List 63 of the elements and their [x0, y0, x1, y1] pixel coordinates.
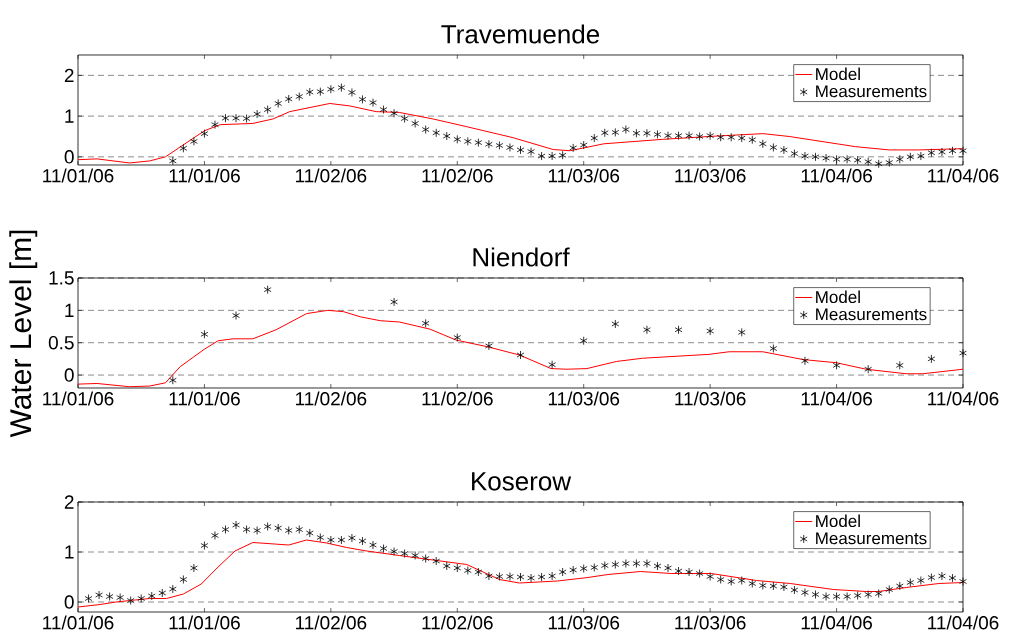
point [895, 360, 904, 370]
x-tick-label: 11/03/06 [548, 168, 620, 183]
point [579, 336, 588, 346]
legend-label: Model [816, 290, 860, 304]
point [801, 356, 809, 366]
point [643, 325, 651, 335]
x-tick-label: 11/03/06 [548, 391, 620, 406]
point [864, 364, 873, 374]
chart-title: Niendorf [473, 247, 570, 267]
x-tick-label: 11/02/06 [422, 615, 493, 630]
x-tick-label: 11/03/06 [548, 615, 620, 630]
point [706, 326, 715, 336]
x-tick-label: 11/01/06 [169, 391, 240, 406]
y-tick-label: 1.5 [49, 271, 74, 285]
x-tick-label: 11/01/06 [43, 168, 114, 183]
legend-label: Measurements [816, 308, 927, 321]
x-tick-label: 11/01/06 [43, 391, 114, 406]
point [737, 327, 746, 337]
point [959, 348, 967, 358]
point [390, 297, 398, 307]
x-tick-label: 11/04/06 [928, 168, 999, 183]
x-tick-label: 11/04/06 [801, 391, 873, 406]
x-tick-label: 11/02/06 [296, 615, 367, 630]
y-axis-title: Water Level [m] [9, 230, 38, 438]
y-tick-label: 1 [65, 109, 74, 123]
point [421, 318, 430, 328]
x-tick-label: 11/01/06 [169, 168, 240, 183]
x-tick-label: 11/02/06 [422, 391, 493, 406]
y-tick-label: 0 [64, 150, 74, 164]
x-tick-label: 11/03/06 [675, 168, 746, 183]
legend-label: Measurements [816, 85, 927, 98]
x-tick-label: 11/04/06 [928, 615, 999, 630]
point [611, 319, 620, 329]
x-tick-label: 11/02/06 [422, 168, 493, 183]
point [516, 350, 525, 360]
x-tick-label: 11/03/06 [675, 615, 746, 630]
chart-title: Travemuende [441, 24, 600, 44]
y-tick-label: 0.5 [48, 335, 74, 350]
point [674, 325, 683, 335]
chart-title: Koserow [472, 472, 572, 491]
y-tick-label: 0 [64, 595, 74, 609]
point [548, 360, 556, 370]
point [453, 333, 462, 342]
x-tick-label: 11/04/06 [801, 615, 873, 630]
y-tick-label: 1 [65, 303, 74, 317]
y-tick-label: 2 [64, 495, 74, 509]
x-tick-label: 11/02/06 [296, 391, 367, 406]
point [927, 354, 936, 364]
y-tick-label: 0 [64, 368, 74, 382]
point [832, 360, 841, 370]
point [485, 341, 493, 351]
y-tick-label: 2 [64, 68, 74, 82]
x-tick-label: 11/01/06 [169, 615, 240, 630]
legend-label: Model [816, 67, 860, 81]
x-tick-label: 11/02/06 [296, 168, 367, 183]
legend-label: Model [816, 514, 860, 528]
x-tick-label: 11/03/06 [675, 391, 746, 406]
y-tick-label: 1 [65, 545, 74, 559]
point [769, 344, 778, 353]
x-tick-label: 11/04/06 [928, 391, 999, 406]
x-tick-label: 11/04/06 [801, 168, 873, 183]
x-tick-label: 11/01/06 [43, 615, 114, 630]
legend-label: Measurements [816, 532, 927, 545]
